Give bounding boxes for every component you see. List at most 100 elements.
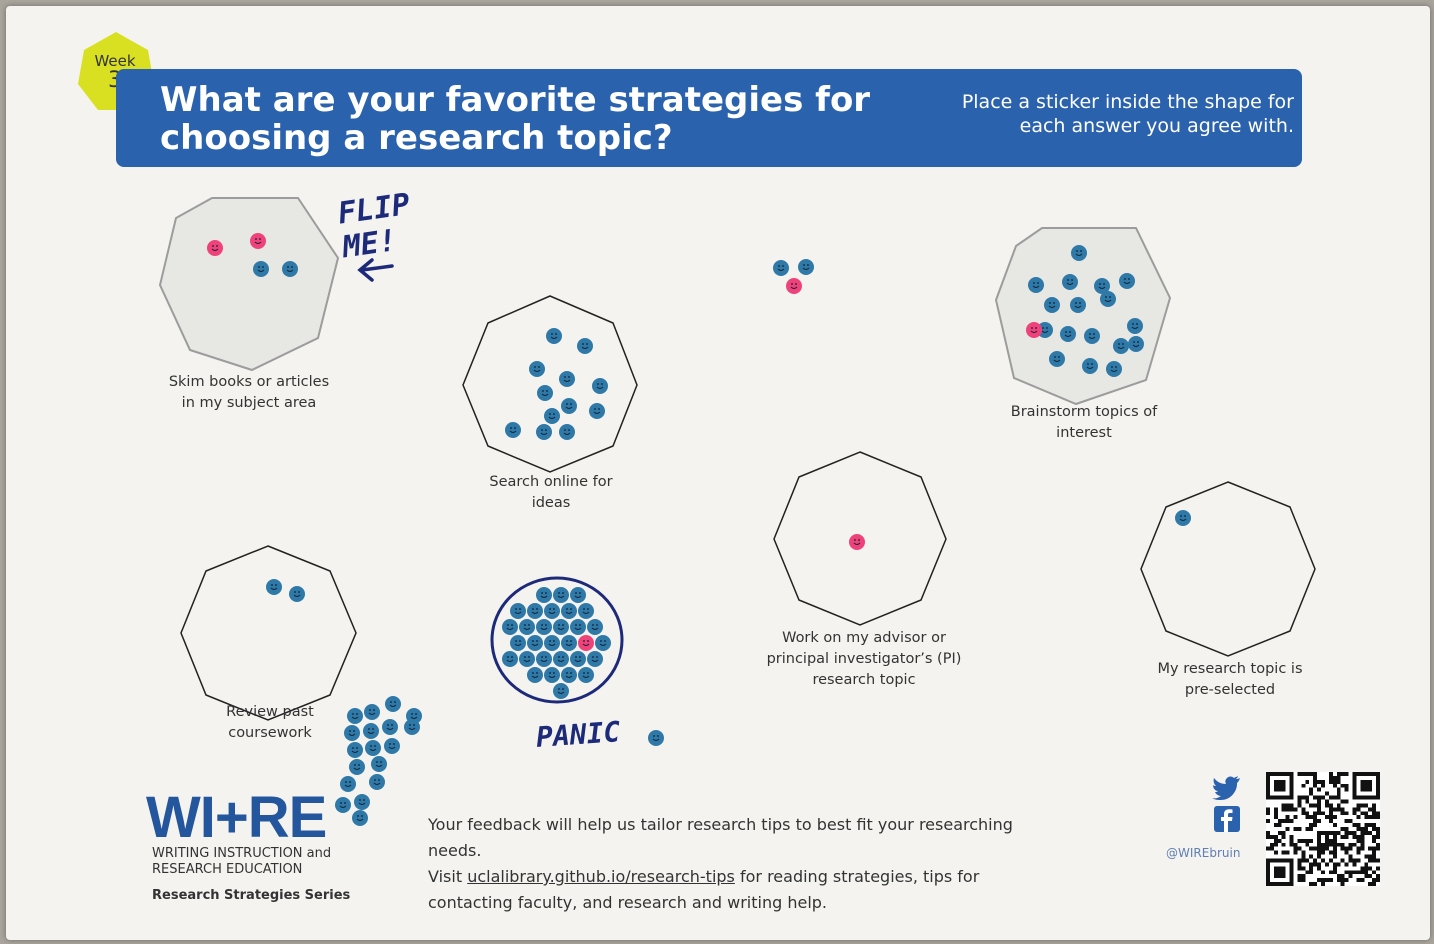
sticker-blue <box>570 619 586 635</box>
sticker-blue <box>773 260 789 276</box>
sticker-blue <box>266 579 282 595</box>
sticker-blue <box>595 635 611 651</box>
sticker-blue <box>363 723 379 739</box>
sticker-blue <box>561 398 577 414</box>
research-tips-link[interactable]: uclalibrary.github.io/research-tips <box>467 867 735 886</box>
octagon-skim <box>158 197 340 372</box>
sticker-pink <box>207 240 223 256</box>
sticker-blue <box>502 651 518 667</box>
twitter-icon[interactable] <box>1212 774 1242 800</box>
sticker-blue <box>536 619 552 635</box>
sticker-blue <box>354 794 370 810</box>
sticker-blue <box>344 725 360 741</box>
sticker-blue <box>798 259 814 275</box>
sticker-blue <box>587 651 603 667</box>
sticker-blue <box>536 651 552 667</box>
sticker-blue <box>385 696 401 712</box>
facebook-icon[interactable] <box>1214 806 1240 832</box>
sticker-blue <box>1049 351 1065 367</box>
sticker-pink <box>250 233 266 249</box>
sticker-blue <box>589 403 605 419</box>
sticker-blue <box>365 740 381 756</box>
sticker-blue <box>570 587 586 603</box>
sticker-blue <box>648 730 664 746</box>
label-skim: Skim books or articles in my subject are… <box>168 374 330 411</box>
panic-note: PANIC <box>534 715 622 754</box>
sticker-blue <box>553 683 569 699</box>
question-title: What are your favorite strategies for ch… <box>160 80 871 158</box>
sticker-blue <box>527 603 543 619</box>
sticker-blue <box>510 603 526 619</box>
sticker-blue <box>1028 277 1044 293</box>
sticker-blue <box>335 797 351 813</box>
sticker-blue <box>1084 328 1100 344</box>
label-advisor: Work on my advisor or principal investig… <box>766 630 962 688</box>
sticker-blue <box>349 759 365 775</box>
sticker-blue <box>1094 278 1110 294</box>
octagon-preselected <box>1140 481 1316 657</box>
sticker-blue <box>527 667 543 683</box>
sticker-blue <box>546 328 562 344</box>
sticker-blue <box>1070 297 1086 313</box>
sticker-blue <box>253 261 269 277</box>
sticker-blue <box>561 667 577 683</box>
sticker-pink <box>849 534 865 550</box>
sticker-blue <box>404 719 420 735</box>
sticker-blue <box>592 378 608 394</box>
social-handle[interactable]: @WIREbruin <box>1166 846 1241 860</box>
qr-code[interactable] <box>1266 772 1380 886</box>
sticker-blue <box>578 667 594 683</box>
sticker-blue <box>536 424 552 440</box>
sticker-blue <box>382 719 398 735</box>
sticker-blue <box>1100 291 1116 307</box>
sticker-pink <box>1026 322 1042 338</box>
octagon-brainstorm <box>994 227 1172 406</box>
octagon-review <box>180 545 357 721</box>
sticker-blue <box>544 408 560 424</box>
arrow-icon <box>357 258 394 282</box>
sticker-blue <box>587 619 603 635</box>
sticker-blue <box>529 361 545 377</box>
wire-logo: WI+RE <box>146 785 327 850</box>
sticker-blue <box>347 708 363 724</box>
sticker-blue <box>1119 273 1135 289</box>
sticker-blue <box>537 385 553 401</box>
sticker-blue <box>544 667 560 683</box>
sticker-blue <box>544 603 560 619</box>
sticker-blue <box>340 776 356 792</box>
label-search: Search online for ideas <box>489 474 613 511</box>
sticker-blue <box>1062 274 1078 290</box>
sticker-blue <box>1082 358 1098 374</box>
sticker-blue <box>364 704 380 720</box>
week-label: Week <box>94 52 136 70</box>
sticker-blue <box>1175 510 1191 526</box>
sticker-blue <box>352 810 368 826</box>
sticker-blue <box>1113 338 1129 354</box>
sticker-blue <box>553 651 569 667</box>
series-name: Research Strategies Series <box>152 888 351 903</box>
label-preselected: My research topic is pre-selected <box>1157 661 1303 698</box>
feedback-line-1: Your feedback will help us tailor resear… <box>428 815 1013 860</box>
octagon-advisor <box>773 451 947 626</box>
sticker-blue <box>559 371 575 387</box>
sticker-blue <box>1037 322 1053 338</box>
sticker-blue <box>282 261 298 277</box>
sticker-blue <box>527 635 543 651</box>
sticker-blue <box>578 603 594 619</box>
instruction-text: Place a sticker inside the shape for eac… <box>961 91 1294 137</box>
sticker-blue <box>371 756 387 772</box>
sticker-blue <box>577 338 593 354</box>
sticker-blue <box>1106 361 1122 377</box>
sticker-blue <box>289 586 305 602</box>
feedback-line-2: for reading strategies, tips for contact… <box>428 867 980 912</box>
sticker-blue <box>561 603 577 619</box>
sticker-blue <box>369 774 385 790</box>
sticker-pink <box>578 635 594 651</box>
sticker-blue <box>1128 336 1144 352</box>
sticker-blue <box>519 619 535 635</box>
sticker-blue <box>519 651 535 667</box>
sticker-blue <box>502 619 518 635</box>
label-review: Review past coursework <box>226 704 314 741</box>
sticker-blue <box>1071 245 1087 261</box>
